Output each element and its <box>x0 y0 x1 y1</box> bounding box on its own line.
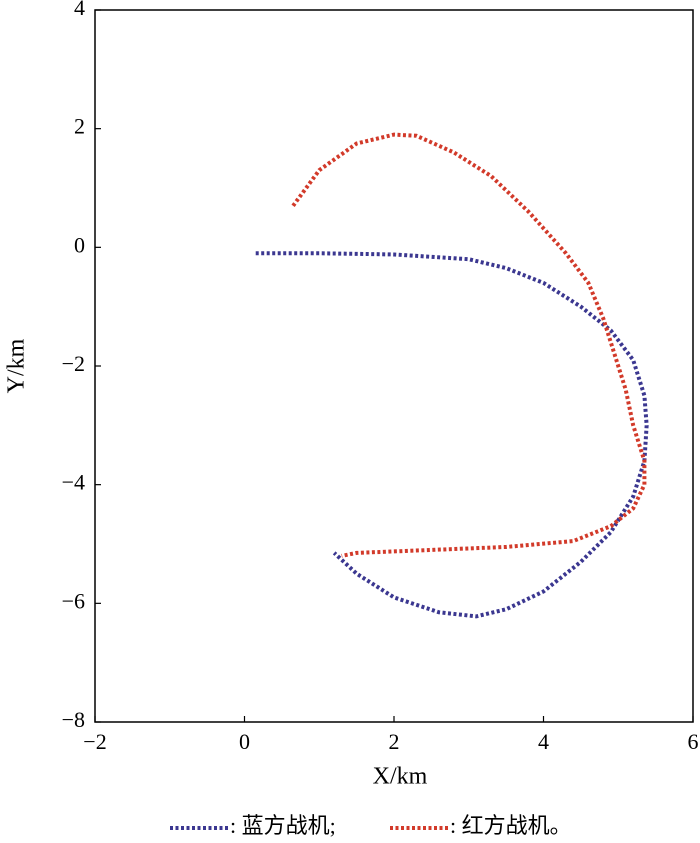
y-tick-label: −4 <box>62 470 85 495</box>
y-tick-label: 2 <box>74 114 85 139</box>
x-tick-label: −2 <box>83 729 106 754</box>
x-axis-label: X/km <box>373 764 428 790</box>
x-tick-label: 0 <box>239 729 250 754</box>
x-tick-label: 2 <box>389 729 400 754</box>
y-axis-label: Y/km <box>4 338 30 393</box>
y-tick-label: 0 <box>74 232 85 257</box>
x-tick-label: 6 <box>688 729 699 754</box>
trajectory <box>255 251 649 619</box>
y-tick-label: −2 <box>62 351 85 376</box>
y-tick-label: −6 <box>62 588 85 613</box>
x-tick-label: 4 <box>538 729 549 754</box>
y-tick-label: −8 <box>62 707 85 732</box>
trajectory <box>291 132 647 558</box>
legend-label: : 蓝方战机; <box>230 813 336 838</box>
legend-label: : 红方战机。 <box>450 813 572 838</box>
plot-frame <box>94 9 694 723</box>
y-tick-label: 4 <box>74 0 85 20</box>
